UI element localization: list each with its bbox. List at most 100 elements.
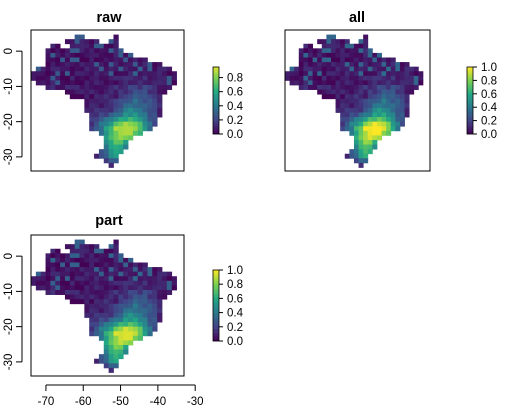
map-cell (118, 326, 124, 332)
map-cell (45, 80, 51, 86)
map-cell (128, 62, 134, 68)
map-cell (157, 94, 163, 100)
map-cell (376, 117, 382, 123)
map-cell (372, 52, 378, 58)
map-cell (84, 262, 90, 268)
map-cell (31, 75, 37, 81)
map-cell (103, 103, 110, 109)
map-cell (372, 107, 378, 113)
map-cell (349, 126, 355, 132)
legend-swatch (467, 108, 473, 111)
map-cell (303, 84, 309, 90)
map-cell (84, 66, 90, 72)
map-cell (340, 39, 346, 45)
map-cell (89, 57, 95, 63)
map-cell (307, 71, 313, 77)
map-cell (45, 84, 51, 90)
map-cell (386, 98, 392, 104)
map-cell (108, 43, 114, 49)
map-cell (118, 48, 124, 54)
map-cell (289, 71, 295, 77)
map-cell (395, 98, 401, 104)
map-cell (123, 280, 129, 286)
map-cell (330, 71, 336, 77)
map-cell (142, 103, 148, 109)
map-cell (113, 349, 119, 355)
y-tick-label: -20 (3, 318, 15, 335)
map-cell (113, 112, 119, 118)
legend-swatch (213, 275, 219, 278)
map-cell (137, 308, 143, 314)
map-cell (128, 317, 134, 323)
map-cell (103, 94, 110, 100)
map-cell (171, 75, 177, 81)
map-cell (69, 39, 76, 45)
map-cell (137, 121, 143, 127)
map-cell (94, 39, 100, 45)
map-cell (166, 276, 173, 282)
map-cell (89, 62, 95, 68)
map-cell (108, 308, 114, 314)
map-cell (376, 112, 382, 118)
legend-swatch (213, 103, 219, 106)
legend-swatch (213, 70, 219, 73)
map-cell (326, 75, 332, 81)
legend-swatch (213, 98, 219, 101)
map-cell (142, 267, 148, 273)
map-cell (353, 107, 359, 113)
map-cell (108, 248, 114, 254)
map-cell (94, 94, 100, 100)
map-cell (381, 84, 387, 90)
map-cell (69, 267, 76, 273)
map-cell (103, 89, 110, 95)
map-cell (123, 308, 129, 314)
map-cell (40, 75, 46, 81)
map-cell (137, 280, 143, 286)
map-cell (128, 312, 134, 318)
map-cell (55, 271, 61, 277)
map-cell (74, 248, 80, 254)
map-cell (50, 289, 56, 295)
map-cell (157, 299, 163, 305)
map-cell (118, 349, 124, 355)
map-cell (358, 98, 364, 104)
map-cell (108, 344, 114, 350)
legend-swatch (467, 130, 473, 133)
legend-raw: 0.0 0.2 0.4 0.6 0.8 (212, 66, 244, 141)
map-cell (157, 66, 163, 72)
map-cell (390, 117, 396, 123)
map-cell (69, 253, 76, 259)
map-cell (89, 98, 95, 104)
map-cell (353, 84, 359, 90)
legend-part: 0.0 0.2 0.4 0.6 0.8 1.0 (212, 265, 244, 348)
map-cell (353, 52, 359, 58)
map-cell (123, 299, 129, 305)
map-cell (69, 248, 76, 254)
map-cell (137, 98, 143, 104)
map-cell (147, 103, 153, 109)
map-cell (103, 135, 110, 141)
map-cell (123, 349, 129, 355)
map-cell (147, 94, 153, 100)
map-cell (376, 57, 382, 63)
map-cell (298, 80, 304, 86)
map-cell (89, 262, 95, 268)
map-cell (363, 48, 369, 54)
legend-swatch (213, 273, 219, 276)
legend-swatch (213, 102, 219, 105)
legend-swatch (213, 321, 219, 324)
map-cell (142, 66, 148, 72)
map-cell (363, 43, 369, 49)
legend-swatch (467, 88, 473, 91)
map-cell (161, 80, 168, 86)
map-cell (349, 103, 355, 109)
map-cell (50, 253, 56, 259)
map-cell (128, 75, 134, 81)
map-cell (340, 126, 346, 132)
map-cell (358, 52, 364, 58)
map-cell (349, 98, 355, 104)
map-cell (381, 112, 387, 118)
map-cell (399, 84, 405, 90)
map-cell (64, 276, 71, 282)
panel-title-all: all (349, 10, 365, 26)
